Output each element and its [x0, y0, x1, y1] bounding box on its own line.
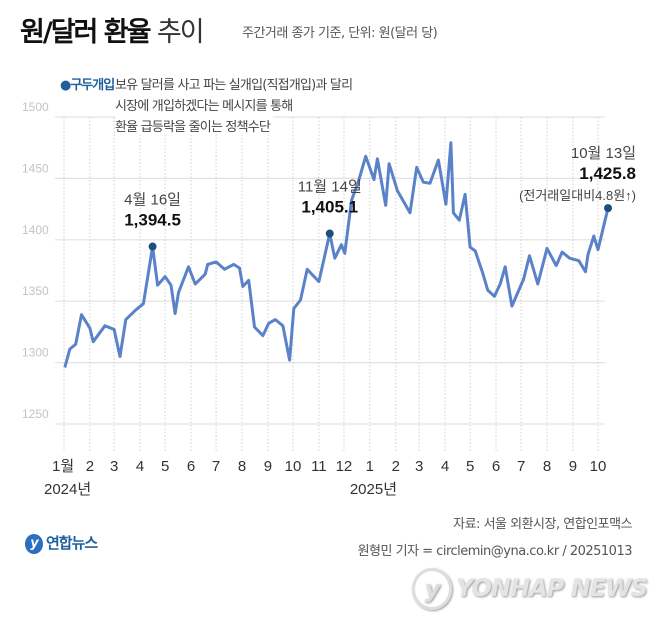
x-tick-label: 5	[466, 458, 474, 475]
watermark-text: YONHAP NEWS	[456, 574, 648, 602]
source-text: 자료: 서울 외환시장, 연합인포맥스	[453, 517, 632, 532]
x-tick-label: 7	[212, 458, 220, 475]
subtitle: 주간거래 종가 기준, 단위: 원(달러 당)	[242, 26, 438, 41]
annotation-date: 11월 14일	[298, 179, 362, 196]
x-tick-label: 8	[543, 458, 551, 475]
watermark: y YONHAP NEWS	[412, 568, 648, 610]
annotation-date: 4월 16일	[124, 192, 181, 209]
note-line: 환율 급등락을 줄이는 정책수단	[115, 116, 274, 135]
x-tick-label: 10	[285, 458, 302, 475]
annotation-change: (전거래일대비4.8원↑)	[519, 188, 636, 203]
y-tick-label: 1300	[22, 346, 49, 360]
x-tick-label: 12	[336, 458, 353, 475]
x-tick-label: 2	[86, 458, 94, 475]
y-tick-label: 1500	[22, 100, 49, 114]
x-tick-label: 3	[110, 458, 118, 475]
x-tick-label: 11	[311, 458, 327, 475]
y-tick-label: 1350	[22, 284, 49, 298]
x-tick-label: 4	[136, 458, 144, 475]
x-tick-label: 10	[590, 458, 607, 475]
y-tick-label: 1250	[22, 407, 49, 421]
x-tick-label: 1	[366, 458, 374, 475]
annotation-marker	[325, 229, 334, 238]
title-bold: 원/달러 환율	[20, 17, 151, 48]
annotation-date: 10월 13일	[571, 145, 636, 162]
x-tick-label: 9	[569, 458, 577, 475]
year-label: 2025년	[350, 481, 397, 498]
yonhap-logo: y 연합뉴스	[25, 532, 98, 554]
annotation-marker	[604, 204, 613, 213]
logo-text: 연합뉴스	[46, 534, 98, 552]
x-tick-label: 7	[517, 458, 525, 475]
annotation-value: 1,405.1	[301, 198, 358, 217]
x-tick-label: 9	[264, 458, 272, 475]
x-tick-label: 4	[441, 458, 449, 475]
annotation-value: 1,394.5	[124, 211, 181, 230]
year-label: 2024년	[44, 481, 91, 498]
x-tick-label: 8	[238, 458, 246, 475]
title-light: 추이	[156, 17, 205, 48]
credit-text: 원형민 기자 = circlemin@yna.co.kr / 20251013	[357, 544, 633, 559]
y-tick-label: 1400	[22, 223, 49, 237]
exchange-rate-line	[63, 141, 610, 368]
x-tick-label: 1월	[52, 458, 74, 475]
annotation-value: 1,425.8	[579, 164, 636, 183]
x-tick-label: 6	[187, 458, 195, 475]
y-tick-label: 1450	[22, 161, 49, 175]
yonhap-logo-icon: y	[25, 533, 43, 554]
note-line: 시장에 개입하겠다는 메시지를 통해	[115, 95, 296, 114]
x-tick-label: 3	[415, 458, 423, 475]
x-tick-label: 6	[492, 458, 500, 475]
note-line: 보유 달러를 사고 파는 실개입(직접개입)과 달리	[115, 74, 356, 93]
watermark-icon: y	[412, 568, 452, 610]
note-key: ●구두개입	[60, 78, 115, 93]
annotation-marker	[148, 242, 157, 251]
x-tick-label: 5	[161, 458, 169, 475]
x-tick-label: 2	[392, 458, 400, 475]
page-title: 원/달러 환율 추이	[20, 10, 205, 49]
